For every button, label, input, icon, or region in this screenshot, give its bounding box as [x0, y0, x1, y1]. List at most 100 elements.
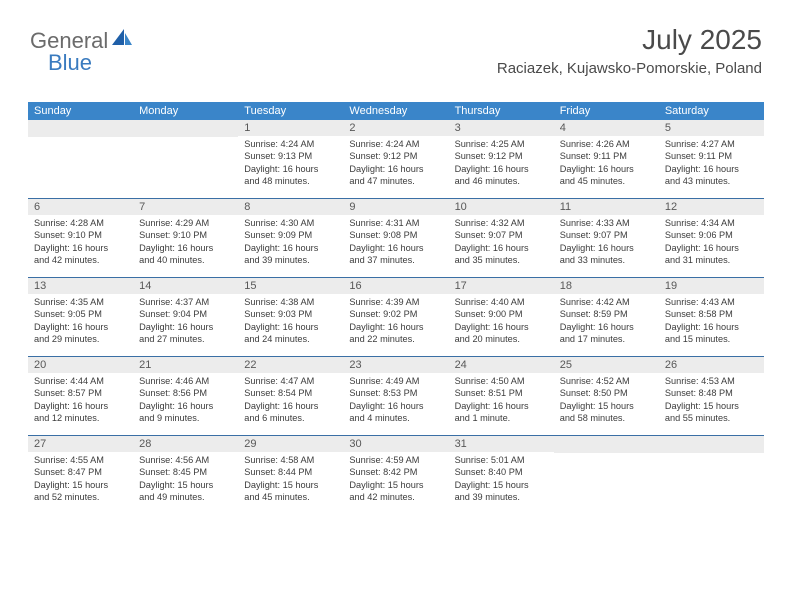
calendar-cell: 12Sunrise: 4:34 AMSunset: 9:06 PMDayligh… [659, 199, 764, 277]
calendar-cell: 5Sunrise: 4:27 AMSunset: 9:11 PMDaylight… [659, 120, 764, 198]
calendar-cell: 24Sunrise: 4:50 AMSunset: 8:51 PMDayligh… [449, 357, 554, 435]
calendar-daynum: 7 [133, 199, 238, 215]
calendar-cell: 23Sunrise: 4:49 AMSunset: 8:53 PMDayligh… [343, 357, 448, 435]
calendar-daynum: 31 [449, 436, 554, 452]
calendar-cell: 28Sunrise: 4:56 AMSunset: 8:45 PMDayligh… [133, 436, 238, 514]
calendar-daytext: Sunrise: 4:47 AMSunset: 8:54 PMDaylight:… [238, 373, 343, 429]
calendar-daytext: Sunrise: 4:38 AMSunset: 9:03 PMDaylight:… [238, 294, 343, 350]
calendar-daytext: Sunrise: 4:33 AMSunset: 9:07 PMDaylight:… [554, 215, 659, 271]
calendar-week: 6Sunrise: 4:28 AMSunset: 9:10 PMDaylight… [28, 198, 764, 277]
calendar-cell: 4Sunrise: 4:26 AMSunset: 9:11 PMDaylight… [554, 120, 659, 198]
calendar-daynum: 30 [343, 436, 448, 452]
calendar-cell: 7Sunrise: 4:29 AMSunset: 9:10 PMDaylight… [133, 199, 238, 277]
calendar-daytext: Sunrise: 4:53 AMSunset: 8:48 PMDaylight:… [659, 373, 764, 429]
calendar-dayheader: Thursday [449, 102, 554, 120]
calendar-cell: 6Sunrise: 4:28 AMSunset: 9:10 PMDaylight… [28, 199, 133, 277]
calendar-cell: 19Sunrise: 4:43 AMSunset: 8:58 PMDayligh… [659, 278, 764, 356]
calendar-daynum: 13 [28, 278, 133, 294]
calendar-cell: 15Sunrise: 4:38 AMSunset: 9:03 PMDayligh… [238, 278, 343, 356]
calendar-daynum: 22 [238, 357, 343, 373]
calendar-daynum: 20 [28, 357, 133, 373]
calendar-daynum: 3 [449, 120, 554, 136]
calendar-daynum: 4 [554, 120, 659, 136]
calendar-daytext: Sunrise: 4:43 AMSunset: 8:58 PMDaylight:… [659, 294, 764, 350]
calendar-daynum: 25 [554, 357, 659, 373]
calendar-daytext: Sunrise: 4:52 AMSunset: 8:50 PMDaylight:… [554, 373, 659, 429]
calendar-daytext: Sunrise: 4:28 AMSunset: 9:10 PMDaylight:… [28, 215, 133, 271]
calendar-cell [659, 436, 764, 514]
calendar-daytext: Sunrise: 4:59 AMSunset: 8:42 PMDaylight:… [343, 452, 448, 508]
calendar-cell: 20Sunrise: 4:44 AMSunset: 8:57 PMDayligh… [28, 357, 133, 435]
calendar-cell: 27Sunrise: 4:55 AMSunset: 8:47 PMDayligh… [28, 436, 133, 514]
calendar-daynum: 2 [343, 120, 448, 136]
calendar-daynum: 26 [659, 357, 764, 373]
page-title: July 2025 [497, 24, 762, 56]
calendar-week: 20Sunrise: 4:44 AMSunset: 8:57 PMDayligh… [28, 356, 764, 435]
calendar-daytext: Sunrise: 4:46 AMSunset: 8:56 PMDaylight:… [133, 373, 238, 429]
calendar-daytext: Sunrise: 5:01 AMSunset: 8:40 PMDaylight:… [449, 452, 554, 508]
calendar-daynum: 9 [343, 199, 448, 215]
logo-sail-icon [110, 27, 134, 47]
calendar-daytext: Sunrise: 4:24 AMSunset: 9:12 PMDaylight:… [343, 136, 448, 192]
calendar-daytext: Sunrise: 4:24 AMSunset: 9:13 PMDaylight:… [238, 136, 343, 192]
calendar-daynum: 12 [659, 199, 764, 215]
calendar-daynum: 10 [449, 199, 554, 215]
calendar-cell: 17Sunrise: 4:40 AMSunset: 9:00 PMDayligh… [449, 278, 554, 356]
calendar-daytext: Sunrise: 4:42 AMSunset: 8:59 PMDaylight:… [554, 294, 659, 350]
calendar-daytext: Sunrise: 4:30 AMSunset: 9:09 PMDaylight:… [238, 215, 343, 271]
page-header: July 2025 Raciazek, Kujawsko-Pomorskie, … [497, 24, 762, 77]
logo: General Blue [30, 28, 134, 54]
calendar-cell: 22Sunrise: 4:47 AMSunset: 8:54 PMDayligh… [238, 357, 343, 435]
calendar-cell: 31Sunrise: 5:01 AMSunset: 8:40 PMDayligh… [449, 436, 554, 514]
calendar-week: 27Sunrise: 4:55 AMSunset: 8:47 PMDayligh… [28, 435, 764, 514]
calendar-cell [28, 120, 133, 198]
calendar-week: 1Sunrise: 4:24 AMSunset: 9:13 PMDaylight… [28, 120, 764, 198]
calendar-daynum [554, 436, 659, 453]
calendar-dayheader: Monday [133, 102, 238, 120]
calendar-daynum: 11 [554, 199, 659, 215]
calendar-daytext: Sunrise: 4:29 AMSunset: 9:10 PMDaylight:… [133, 215, 238, 271]
calendar-daytext: Sunrise: 4:37 AMSunset: 9:04 PMDaylight:… [133, 294, 238, 350]
calendar-daytext: Sunrise: 4:25 AMSunset: 9:12 PMDaylight:… [449, 136, 554, 192]
calendar-cell: 8Sunrise: 4:30 AMSunset: 9:09 PMDaylight… [238, 199, 343, 277]
calendar-daytext: Sunrise: 4:44 AMSunset: 8:57 PMDaylight:… [28, 373, 133, 429]
calendar-cell: 16Sunrise: 4:39 AMSunset: 9:02 PMDayligh… [343, 278, 448, 356]
calendar-daytext: Sunrise: 4:58 AMSunset: 8:44 PMDaylight:… [238, 452, 343, 508]
calendar-cell: 30Sunrise: 4:59 AMSunset: 8:42 PMDayligh… [343, 436, 448, 514]
calendar-daynum [133, 120, 238, 137]
calendar-daynum: 16 [343, 278, 448, 294]
calendar-daytext: Sunrise: 4:34 AMSunset: 9:06 PMDaylight:… [659, 215, 764, 271]
calendar-cell: 25Sunrise: 4:52 AMSunset: 8:50 PMDayligh… [554, 357, 659, 435]
calendar-cell: 18Sunrise: 4:42 AMSunset: 8:59 PMDayligh… [554, 278, 659, 356]
calendar-week: 13Sunrise: 4:35 AMSunset: 9:05 PMDayligh… [28, 277, 764, 356]
calendar-daynum: 8 [238, 199, 343, 215]
page-subtitle: Raciazek, Kujawsko-Pomorskie, Poland [497, 60, 762, 77]
calendar-daynum: 19 [659, 278, 764, 294]
logo-text-blue: Blue [48, 50, 92, 76]
calendar-cell: 9Sunrise: 4:31 AMSunset: 9:08 PMDaylight… [343, 199, 448, 277]
calendar-daytext: Sunrise: 4:50 AMSunset: 8:51 PMDaylight:… [449, 373, 554, 429]
calendar-daynum: 14 [133, 278, 238, 294]
calendar-daynum: 1 [238, 120, 343, 136]
calendar-cell [133, 120, 238, 198]
calendar-daynum: 18 [554, 278, 659, 294]
calendar-daynum [28, 120, 133, 137]
calendar-daytext: Sunrise: 4:40 AMSunset: 9:00 PMDaylight:… [449, 294, 554, 350]
calendar-cell: 21Sunrise: 4:46 AMSunset: 8:56 PMDayligh… [133, 357, 238, 435]
calendar-grid: SundayMondayTuesdayWednesdayThursdayFrid… [28, 102, 764, 514]
calendar-daynum: 5 [659, 120, 764, 136]
calendar-daytext: Sunrise: 4:55 AMSunset: 8:47 PMDaylight:… [28, 452, 133, 508]
calendar-cell: 26Sunrise: 4:53 AMSunset: 8:48 PMDayligh… [659, 357, 764, 435]
calendar-daytext: Sunrise: 4:49 AMSunset: 8:53 PMDaylight:… [343, 373, 448, 429]
calendar-daynum: 21 [133, 357, 238, 373]
calendar-dayheader: Wednesday [343, 102, 448, 120]
calendar-dayheader: Friday [554, 102, 659, 120]
calendar-cell [554, 436, 659, 514]
calendar-weeks: 1Sunrise: 4:24 AMSunset: 9:13 PMDaylight… [28, 120, 764, 514]
calendar-dayheader-row: SundayMondayTuesdayWednesdayThursdayFrid… [28, 102, 764, 120]
calendar-cell: 11Sunrise: 4:33 AMSunset: 9:07 PMDayligh… [554, 199, 659, 277]
calendar-daytext: Sunrise: 4:27 AMSunset: 9:11 PMDaylight:… [659, 136, 764, 192]
calendar-daynum: 17 [449, 278, 554, 294]
calendar-cell: 13Sunrise: 4:35 AMSunset: 9:05 PMDayligh… [28, 278, 133, 356]
calendar-daynum: 15 [238, 278, 343, 294]
